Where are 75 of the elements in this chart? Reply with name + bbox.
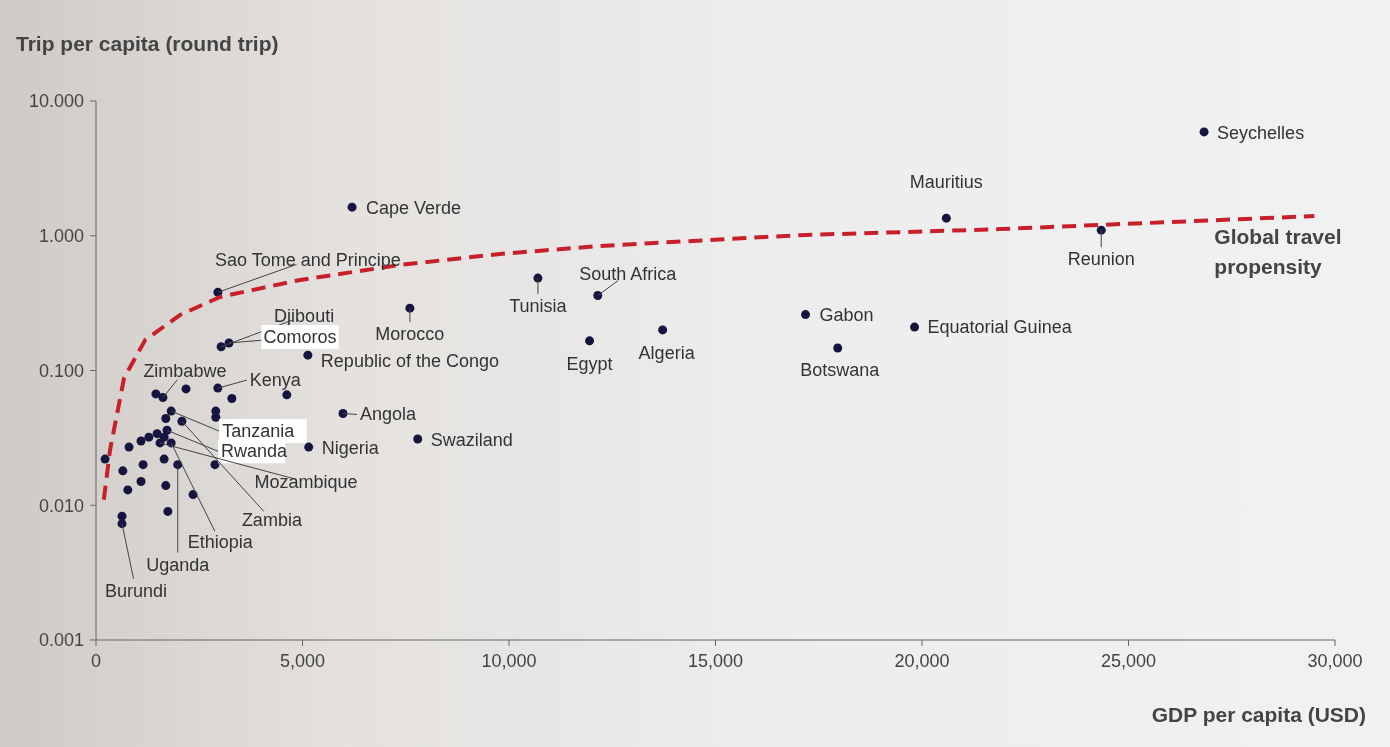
point [347, 202, 357, 212]
point [210, 460, 220, 470]
annotation: Djibouti [274, 305, 335, 326]
point [136, 436, 146, 446]
annotation: Algeria [638, 342, 696, 363]
point [152, 429, 162, 439]
annotation: Uganda [146, 554, 211, 575]
annotation: Seychelles [1217, 122, 1305, 143]
x-tick-label: 20,000 [894, 650, 950, 671]
x-tick-label: 30,000 [1307, 650, 1363, 671]
point [658, 325, 668, 335]
annotation: Zimbabwe [143, 360, 227, 381]
point [118, 466, 128, 476]
point [227, 393, 237, 403]
annotation: Angola [359, 404, 418, 425]
annotation: Reunion [1067, 249, 1135, 270]
point [593, 291, 603, 301]
x-axis-title: GDP per capita (USD) [1151, 703, 1366, 727]
point [1096, 225, 1106, 235]
point [124, 442, 134, 452]
point [151, 389, 161, 399]
point [161, 414, 171, 424]
annotation: Gabon [819, 304, 874, 325]
point [282, 390, 292, 400]
point [159, 432, 169, 442]
y-tick-label: 0.001 [38, 630, 84, 651]
point [100, 454, 110, 464]
point [117, 511, 127, 521]
point [161, 481, 171, 491]
point [910, 322, 920, 332]
y-tick-label: 0.010 [38, 495, 84, 516]
annotation: Equatorial Guinea [927, 317, 1073, 338]
x-tick-label: 15,000 [687, 650, 744, 671]
annotation: Botswana [800, 359, 881, 380]
x-tick-label: 10,000 [481, 650, 537, 671]
annotation: Swaziland [430, 430, 513, 451]
annotation: Republic of the Congo [320, 351, 499, 372]
point [123, 485, 133, 495]
annotation: Tunisia [509, 296, 568, 317]
x-tick-label: 5,000 [279, 650, 326, 671]
annotation: Ethiopia [187, 531, 254, 552]
annotation: South Africa [579, 263, 678, 284]
annotation: Egypt [566, 353, 613, 374]
annotation: Nigeria [321, 438, 380, 459]
y-axis-title: Trip per capita (round trip) [16, 32, 279, 56]
annotation: Sao Tome and Principe [214, 250, 401, 271]
point [833, 343, 843, 353]
point [585, 336, 595, 346]
annotation: Burundi [105, 580, 168, 601]
annotation: Morocco [375, 324, 445, 345]
annotation: Zambia [241, 510, 303, 531]
annotation: Kenya [249, 370, 302, 391]
annotation: Mozambique [254, 471, 358, 492]
point [303, 350, 313, 360]
point [136, 477, 146, 487]
point [159, 454, 169, 464]
point [1199, 127, 1209, 137]
point [163, 506, 173, 516]
annotation: Cape Verde [366, 198, 462, 219]
annotation: Tanzania [222, 421, 296, 442]
point [138, 460, 148, 470]
x-tick-label: 0 [90, 650, 102, 671]
series-label: Global travel propensity [1214, 225, 1342, 279]
point [304, 442, 314, 452]
y-tick-label: 1.000 [38, 226, 84, 247]
annotation: Mauritius [909, 172, 983, 193]
y-tick-label: 10.000 [28, 91, 84, 112]
point [144, 432, 154, 442]
point [801, 310, 811, 320]
point [181, 384, 191, 394]
x-tick-label: 25,000 [1100, 650, 1157, 671]
point [413, 434, 423, 444]
point [941, 213, 951, 223]
y-tick-label: 0.100 [38, 360, 84, 381]
point [338, 408, 348, 418]
